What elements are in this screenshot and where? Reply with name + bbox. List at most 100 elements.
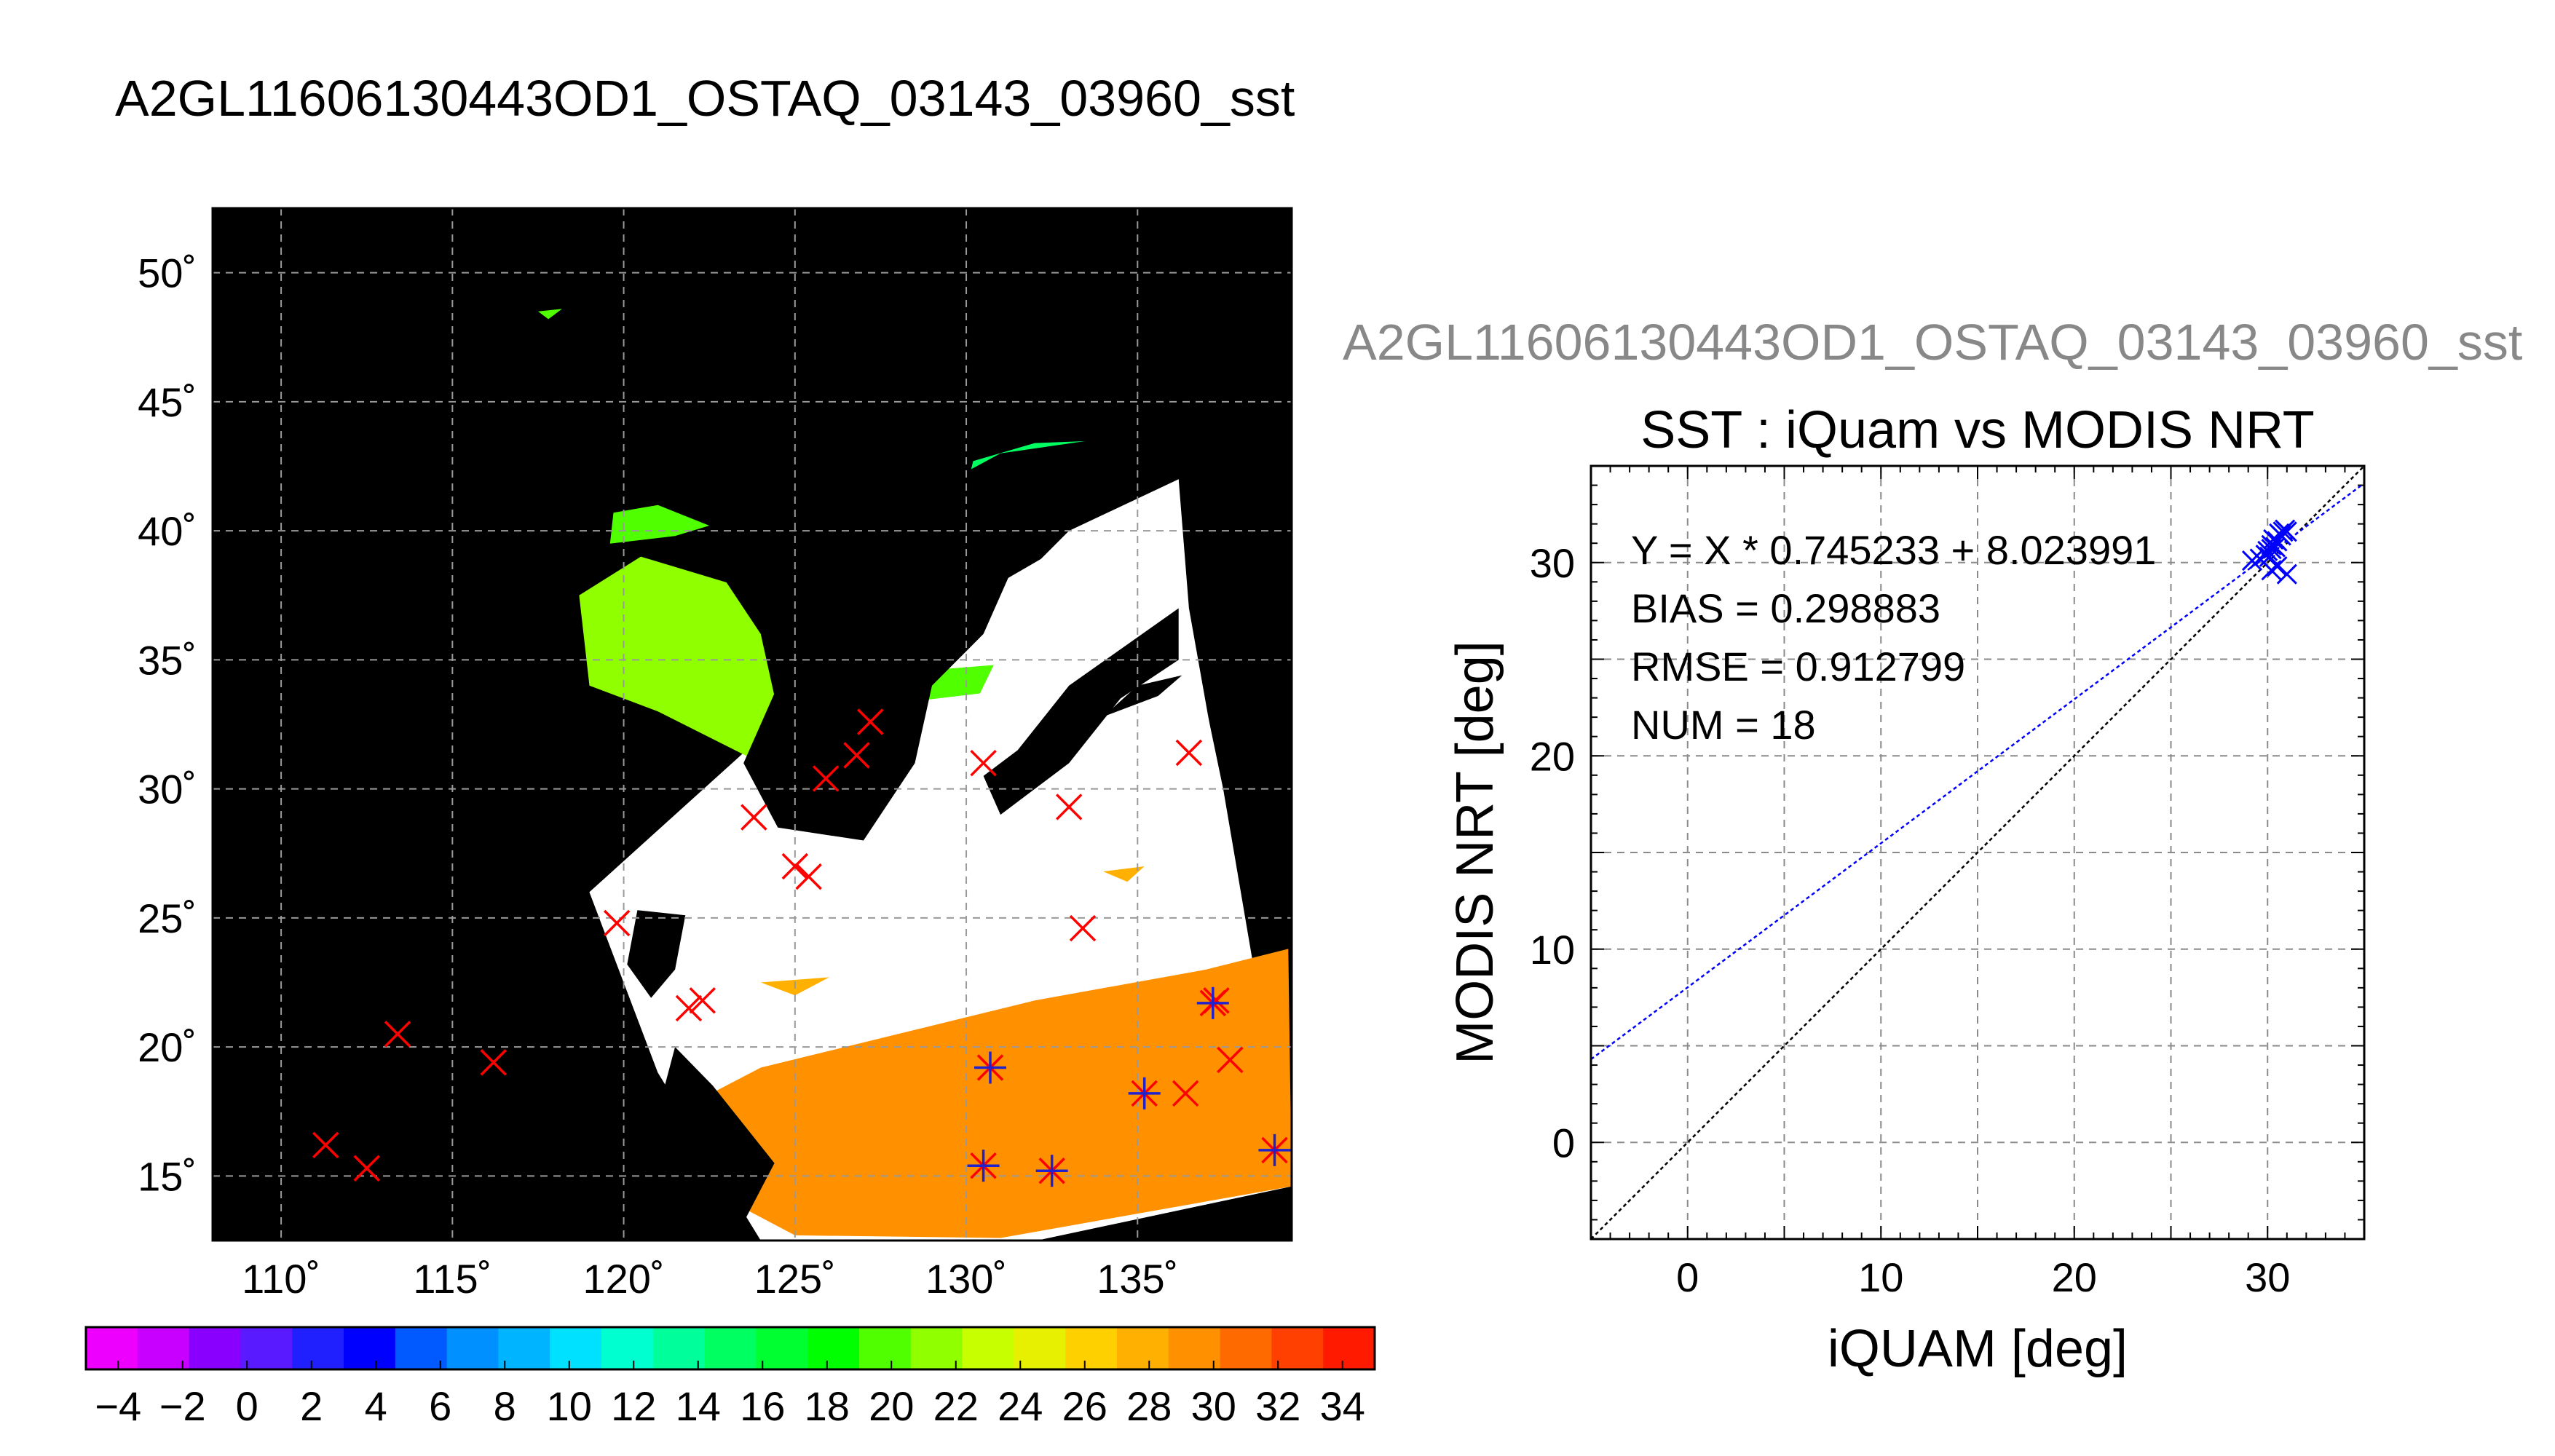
map-marker-cross: [970, 749, 997, 777]
map-lat-tick-label: 30˚: [138, 767, 197, 812]
map-marker-plus: [1128, 1077, 1161, 1109]
land-mask: [743, 427, 1179, 841]
map-marker-plus: [1196, 986, 1229, 1019]
colorbar-swatch: [1220, 1327, 1273, 1369]
scatter-ytick-label: 30: [1530, 540, 1575, 586]
colorbar-tick-label: 30: [1191, 1383, 1236, 1429]
colorbar-swatch: [807, 1327, 860, 1369]
map-frame: [211, 207, 1293, 1242]
map-marker-cross: [781, 852, 809, 880]
map-marker-cross: [675, 994, 703, 1022]
colorbar-tick-label: 32: [1255, 1383, 1300, 1429]
colorbar-swatch: [292, 1327, 344, 1369]
land-mask: [627, 910, 686, 998]
map-marker-cross: [1069, 914, 1097, 942]
map-lon-tick-label: 115˚: [413, 1256, 491, 1302]
colorbar-swatch: [1271, 1327, 1324, 1369]
colorbar-tick-label: 12: [611, 1383, 656, 1429]
scatter-xlabel: iQUAM [deg]: [1828, 1320, 2128, 1378]
scatter-frame: [1590, 464, 2366, 1241]
scatter-xtick-label: 30: [2245, 1254, 2290, 1300]
colorbar-swatch: [601, 1327, 654, 1369]
scatter-annotation: RMSE = 0.912799: [1631, 644, 1965, 689]
colorbar-tick-label: 28: [1126, 1383, 1172, 1429]
sst-patch: [538, 309, 562, 320]
colorbar-swatch: [189, 1327, 242, 1369]
map-marker-cross: [1055, 794, 1083, 820]
figure-title: A2GL11606130443OD1_OSTAQ_03143_03960_sst: [115, 70, 1295, 127]
map-lat-tick-label: 15˚: [138, 1153, 197, 1199]
map-marker-cross: [795, 863, 822, 890]
map-marker-cross: [1217, 1046, 1244, 1074]
map-lon-tick-label: 120˚: [583, 1256, 665, 1302]
sst-colorbar: −4 −2 0 2 4 6 8 10 12 14 16 18 20 22 24 26 28 30 32 34: [84, 1326, 1376, 1429]
map-content: [213, 208, 1292, 1241]
colorbar-swatch: [652, 1327, 706, 1369]
scatter-point: [2241, 550, 2263, 571]
map-lon-tick-label: 135˚: [1097, 1256, 1178, 1302]
scatter-xtick-label: 0: [1676, 1254, 1699, 1300]
colorbar-swatch: [498, 1327, 550, 1369]
colorbar-swatch: [859, 1327, 912, 1369]
scatter-point: [2270, 525, 2291, 546]
map-lat-tick-label: 20˚: [138, 1024, 197, 1070]
scatter-xtick-label: 10: [1858, 1254, 1903, 1300]
colorbar-swatch: [1117, 1327, 1169, 1369]
map-lon-tick-label: 130˚: [925, 1256, 1007, 1302]
colorbar-swatch: [550, 1327, 602, 1369]
colorbar-swatch: [756, 1327, 808, 1369]
map-lon-tick-label: 110˚: [242, 1256, 320, 1302]
map-marker-cross: [1175, 739, 1203, 767]
scatter-annotation: NUM = 18: [1631, 702, 1816, 748]
map-marker-cross: [1172, 1080, 1199, 1107]
map-lat-tick-label: 45˚: [138, 379, 197, 425]
map-lat-tick-label: 40˚: [138, 508, 197, 554]
colorbar-tick-label: 18: [805, 1383, 850, 1429]
colorbar-frame: [84, 1326, 1376, 1371]
colorbar-tick-label: 2: [300, 1383, 323, 1429]
scatter-ytick-label: 0: [1552, 1120, 1575, 1166]
map-lat-tick-label: 50˚: [138, 250, 197, 296]
map-marker-plus: [967, 1150, 1000, 1182]
colorbar-tick-label: 24: [998, 1383, 1043, 1429]
sst-patch: [609, 505, 710, 544]
map-marker-plus: [1035, 1155, 1068, 1187]
map-marker-cross: [312, 1131, 339, 1159]
scatter-ytick-label: 10: [1530, 927, 1575, 973]
colorbar-swatch: [137, 1327, 190, 1369]
land-mask: [657, 1047, 775, 1223]
scatter-point: [2267, 555, 2288, 577]
colorbar-swatch: [86, 1327, 138, 1369]
map-marker-cross: [384, 1021, 411, 1048]
colorbar-tick-label: 20: [869, 1383, 914, 1429]
colorbar-swatch: [704, 1327, 757, 1369]
colorbar-swatch: [395, 1327, 448, 1369]
map-marker-cross: [480, 1049, 508, 1076]
scatter-lines: [1591, 466, 2364, 1239]
scatter-point: [2261, 560, 2282, 581]
colorbar-swatch: [1014, 1327, 1066, 1369]
colorbar-swatch: [962, 1327, 1015, 1369]
scatter-plot: 0 10 20 30 0 10 20 30 Y = X * 0.745233 + 8.02399…: [1446, 401, 2366, 1378]
colorbar-swatch: [1323, 1327, 1375, 1369]
map-lat-tick-label: 35˚: [138, 637, 197, 683]
colorbar-tick-label: 4: [365, 1383, 387, 1429]
map-marker-cross: [857, 708, 884, 735]
sst-patch: [1103, 866, 1145, 882]
colorbar-swatch: [1168, 1327, 1221, 1369]
colorbar-tick-label: 34: [1320, 1383, 1365, 1429]
colorbar-swatch: [910, 1327, 963, 1369]
colorbar-tick-label: 16: [740, 1383, 785, 1429]
map-marker-cross: [812, 765, 840, 792]
map-marker-cross: [741, 804, 767, 831]
scatter-annotation: Y = X * 0.745233 + 8.023991: [1631, 527, 2156, 573]
colorbar-swatch: [1065, 1327, 1118, 1369]
colorbar-tick-label: 14: [676, 1383, 721, 1429]
colorbar-tick-label: 26: [1062, 1383, 1107, 1429]
scatter-xtick-label: 20: [2052, 1254, 2097, 1300]
scatter-point: [2264, 537, 2286, 558]
map-marker-cross: [843, 742, 870, 769]
colorbar-swatch: [240, 1327, 293, 1369]
identity-line: [1591, 466, 2364, 1239]
